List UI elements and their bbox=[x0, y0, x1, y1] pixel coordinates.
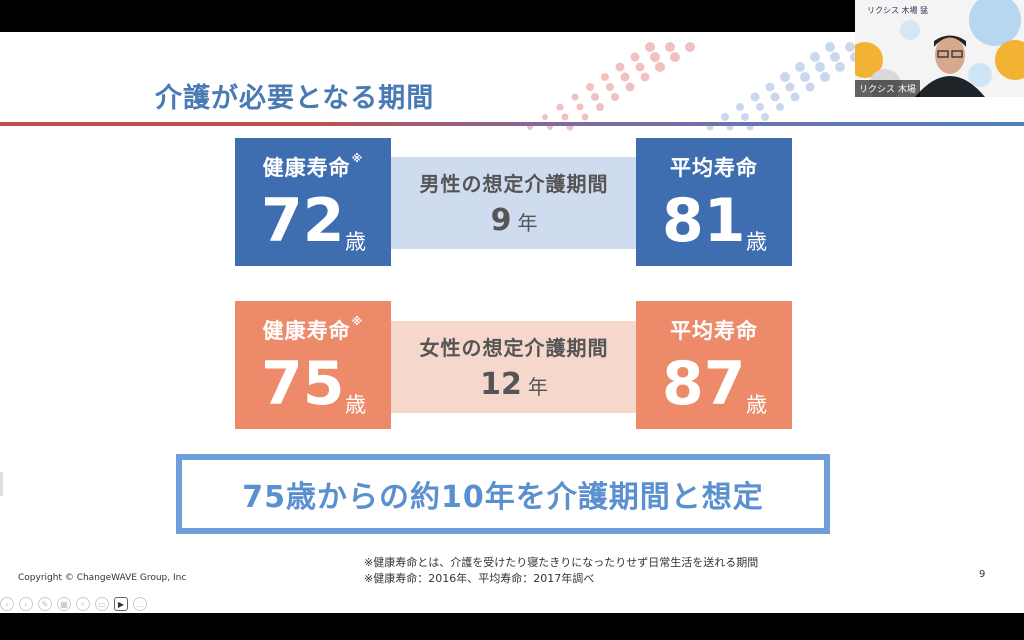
male-average-unit: 歳 bbox=[746, 230, 767, 254]
window-bottom-bar bbox=[0, 613, 1024, 640]
footnote-line: ※健康寿命：2016年、平均寿命：2017年調べ bbox=[364, 572, 595, 585]
footnotes: ※健康寿命とは、介護を受けたり寝たきりになったりせず日常生活を送れる期間 ※健康… bbox=[364, 555, 758, 587]
female-period-unit: 年 bbox=[527, 375, 548, 399]
webcam-name-tag: リクシス 木場 bbox=[855, 80, 920, 97]
more-icon[interactable]: … bbox=[133, 597, 147, 611]
female-health-label-text: 健康寿命 bbox=[262, 319, 351, 343]
male-health-unit: 歳 bbox=[345, 230, 366, 254]
presenter-webcam: リクシス 木場 猛 リクシス 木場 bbox=[855, 0, 1024, 97]
slide-edge-marker bbox=[0, 472, 3, 496]
conclusion-box: 75歳からの約10年を介護期間と想定 bbox=[176, 454, 830, 534]
pen-icon[interactable]: ✎ bbox=[38, 597, 52, 611]
male-health-label: 健康寿命※ bbox=[235, 152, 391, 182]
title-underline bbox=[0, 122, 1024, 126]
female-average-value: 87 bbox=[662, 349, 746, 419]
female-average-box: 平均寿命 87 歳 bbox=[636, 301, 792, 429]
female-period-number: 12 bbox=[480, 367, 522, 402]
female-period-band: 女性の想定介護期間 12 年 bbox=[390, 321, 638, 413]
webcam-video bbox=[855, 0, 1024, 97]
zoom-icon[interactable]: ⌕ bbox=[76, 597, 90, 611]
subtitles-icon[interactable]: ▭ bbox=[95, 597, 109, 611]
decorative-dot-pattern bbox=[527, 42, 860, 131]
prev-icon[interactable]: ‹ bbox=[0, 597, 14, 611]
female-health-value: 75 bbox=[261, 349, 345, 419]
camera-icon[interactable]: ▶ bbox=[114, 597, 128, 611]
female-health-unit: 歳 bbox=[345, 393, 366, 417]
female-health-mark: ※ bbox=[351, 315, 364, 328]
window-top-bar bbox=[0, 0, 1024, 32]
slides-icon[interactable]: ▦ bbox=[57, 597, 71, 611]
male-health-mark: ※ bbox=[351, 152, 364, 165]
female-average-unit: 歳 bbox=[746, 393, 767, 417]
male-health-label-text: 健康寿命 bbox=[262, 156, 351, 180]
footnote-line: ※健康寿命とは、介護を受けたり寝たきりになったりせず日常生活を送れる期間 bbox=[364, 556, 759, 569]
male-average-box: 平均寿命 81 歳 bbox=[636, 138, 792, 266]
male-health-box: 健康寿命※ 72 歳 bbox=[235, 138, 391, 266]
female-health-label: 健康寿命※ bbox=[235, 315, 391, 345]
male-health-value: 72 bbox=[261, 186, 345, 256]
female-health-box: 健康寿命※ 75 歳 bbox=[235, 301, 391, 429]
copyright: Copyright © ChangeWAVE Group, Inc bbox=[18, 573, 187, 583]
female-average-label: 平均寿命 bbox=[670, 319, 758, 343]
male-average-label: 平均寿命 bbox=[670, 156, 758, 180]
next-icon[interactable]: › bbox=[19, 597, 33, 611]
webcam-event-text: リクシス 木場 猛 bbox=[867, 6, 929, 15]
female-period-title: 女性の想定介護期間 bbox=[419, 336, 609, 360]
male-period-unit: 年 bbox=[517, 211, 538, 235]
male-period-number: 9 bbox=[490, 203, 512, 238]
male-period-title: 男性の想定介護期間 bbox=[419, 172, 609, 196]
female-period-value: 12 年 bbox=[480, 367, 548, 402]
male-average-value: 81 bbox=[662, 186, 746, 256]
slide-title: 介護が必要となる期間 bbox=[155, 83, 435, 114]
presenter-toolbar: ‹ › ✎ ▦ ⌕ ▭ ▶ … bbox=[0, 595, 147, 613]
page-number: 9 bbox=[979, 569, 986, 580]
